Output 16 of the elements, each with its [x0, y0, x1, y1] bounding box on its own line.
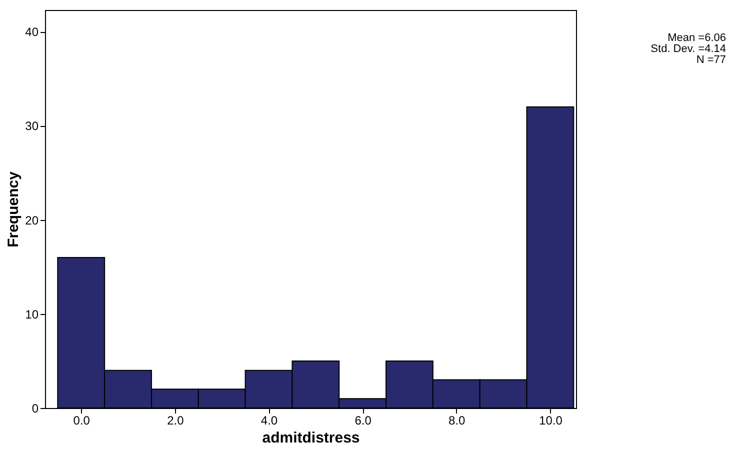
y-tick-label: 40 — [25, 25, 39, 40]
x-tick-label: 6.0 — [354, 414, 372, 428]
y-axis-title: Frequency — [5, 170, 22, 248]
text: Std. Dev. =4.14 — [650, 43, 726, 55]
x-axis-title: admitdistress — [262, 430, 360, 446]
y-tick-label: 10 — [25, 307, 39, 322]
x-tick-label: 10.0 — [539, 414, 563, 428]
x-tick-label: 8.0 — [448, 414, 466, 428]
y-tick-label: 30 — [25, 119, 39, 134]
y-tick-label: 20 — [25, 213, 39, 228]
x-tick-label: 2.0 — [167, 414, 184, 428]
x-tick-label: 0.0 — [73, 414, 90, 428]
text: Mean =6.06 — [668, 32, 726, 44]
x-tick-label: 4.0 — [260, 414, 278, 428]
y-tick-label: 0 — [32, 402, 39, 416]
text: N =77 — [696, 54, 726, 66]
